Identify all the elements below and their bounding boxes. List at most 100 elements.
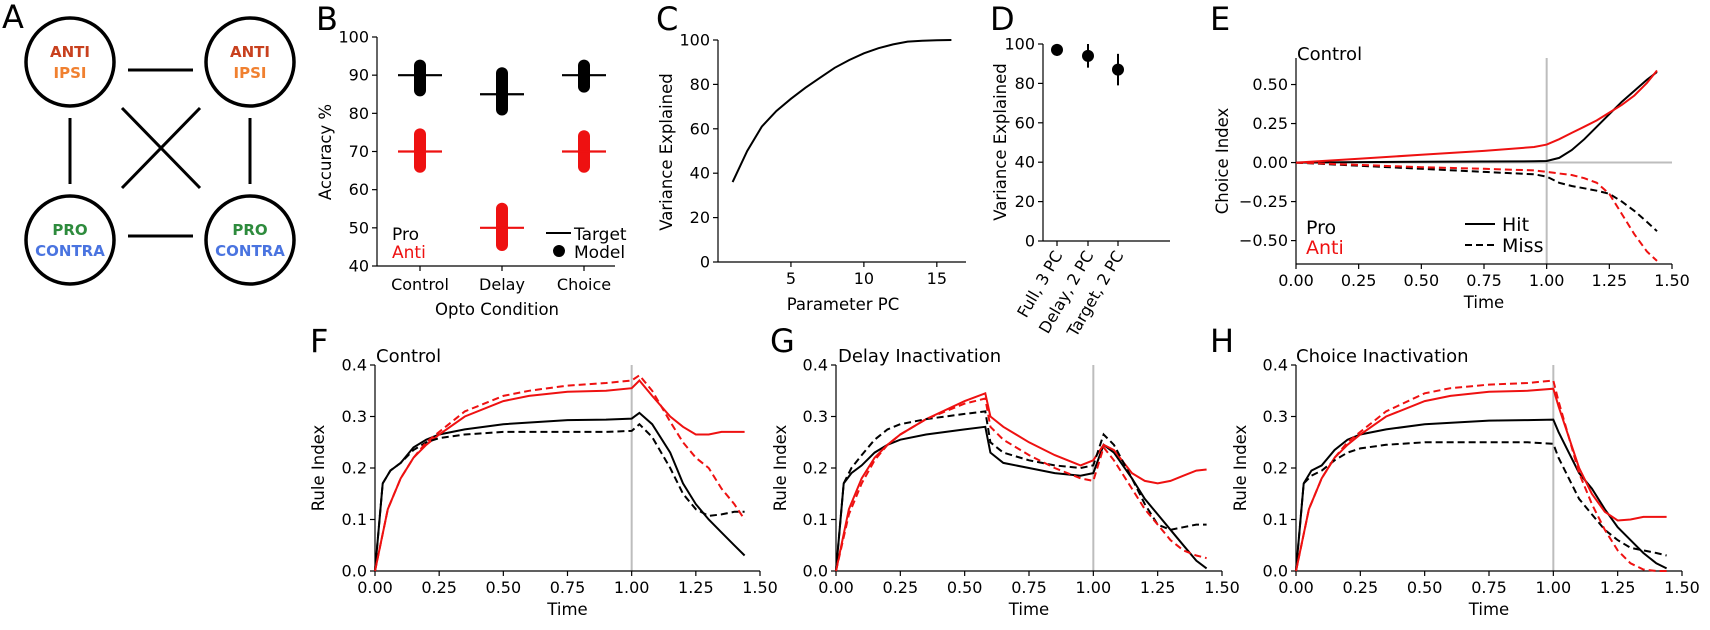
y-tick-label: 0.4 bbox=[803, 356, 828, 375]
series-line bbox=[1295, 161, 1658, 232]
y-axis-label: Variance Explained bbox=[657, 73, 676, 231]
y-tick-label: 0.3 bbox=[342, 407, 367, 426]
network-edges bbox=[68, 68, 252, 238]
y-tick-label: 0.00 bbox=[1252, 153, 1288, 172]
x-tick-label: 1.00 bbox=[1076, 578, 1112, 597]
panel-f-rule-index-control: 0.0 0.1 0.2 0.3 0.4 0.00 0.25 0.50 0.75 1.00 1.25 1… bbox=[309, 346, 778, 619]
panel-letter-f: F bbox=[310, 322, 328, 360]
node-label-top: PRO bbox=[232, 221, 267, 239]
chart-title: Delay Inactivation bbox=[838, 346, 1001, 367]
node-label-bottom: CONTRA bbox=[215, 242, 285, 260]
legend-model-marker bbox=[553, 245, 565, 257]
x-tick-label: 0.00 bbox=[1278, 271, 1314, 290]
series-line bbox=[835, 391, 1207, 572]
y-tick-label: 20 bbox=[690, 208, 710, 227]
x-tick-label: 0.50 bbox=[947, 578, 983, 597]
x-tick-label: 1.00 bbox=[1529, 271, 1565, 290]
panel-g-rule-index-delay: 0.0 0.1 0.2 0.3 0.4 0.00 0.25 0.50 0.75 1.00 1.25 1… bbox=[771, 346, 1240, 619]
network-node-bottom-right: PRO CONTRA bbox=[204, 194, 296, 286]
series-line bbox=[1295, 161, 1658, 262]
x-tick-label: 0.00 bbox=[1278, 578, 1314, 597]
x-tick-label: 0.75 bbox=[1011, 578, 1047, 597]
series-line bbox=[1295, 418, 1668, 572]
y-tick-label: 20 bbox=[1015, 192, 1035, 211]
legend-hit-label: Hit bbox=[1502, 214, 1529, 236]
network-node-bottom-left: PRO CONTRA bbox=[24, 194, 116, 286]
series-line bbox=[374, 411, 746, 572]
y-tick-label: 0.4 bbox=[342, 356, 367, 375]
y-tick-label: 100 bbox=[1004, 35, 1035, 54]
edge-diagonal-2 bbox=[120, 106, 202, 190]
network-node-top-right: ANTI IPSI bbox=[204, 16, 296, 108]
x-tick-label: 0.50 bbox=[1404, 271, 1440, 290]
y-tick-label: 40 bbox=[1015, 153, 1035, 172]
x-axis-label: Time bbox=[1468, 600, 1509, 619]
y-tick-label: 100 bbox=[338, 28, 369, 47]
y-tick-label: 60 bbox=[690, 119, 710, 138]
y-axis-label: Rule Index bbox=[771, 424, 790, 511]
y-tick-label: 0.2 bbox=[803, 459, 828, 478]
x-tick-label: 10 bbox=[854, 269, 874, 288]
y-axis-label: Rule Index bbox=[309, 424, 328, 511]
y-tick-label: 0 bbox=[1025, 232, 1035, 251]
x-tick-label: Control bbox=[391, 275, 449, 294]
node-label-bottom: CONTRA bbox=[35, 242, 105, 260]
y-axis-label: Choice Index bbox=[1213, 107, 1232, 214]
data-point bbox=[1051, 43, 1063, 56]
series-line bbox=[1295, 441, 1667, 572]
x-tick-label: 0.25 bbox=[1343, 578, 1379, 597]
y-axis-label: Variance Explained bbox=[991, 63, 1010, 221]
series-line bbox=[1295, 379, 1667, 572]
x-tick-label: 1.00 bbox=[614, 578, 650, 597]
x-tick-label: 1.25 bbox=[1592, 271, 1628, 290]
series-line bbox=[835, 397, 1207, 572]
x-axis-label: Time bbox=[546, 600, 587, 619]
y-tick-label: 80 bbox=[349, 104, 369, 123]
y-axis-label: Accuracy % bbox=[316, 104, 335, 200]
x-tick-label: 15 bbox=[927, 269, 947, 288]
y-tick-label: −0.25 bbox=[1239, 192, 1288, 211]
panel-a-network-diagram: A ANTI IPSI ANTI IPSI PRO CONTRA PRO bbox=[2, 0, 296, 286]
y-tick-label: 0.2 bbox=[1263, 459, 1288, 478]
series-line bbox=[1295, 387, 1667, 572]
chart-title: Choice Inactivation bbox=[1296, 346, 1469, 367]
x-axis-label: Parameter PC bbox=[787, 295, 900, 314]
x-tick-label: 1.00 bbox=[1536, 578, 1572, 597]
y-tick-label: 0.0 bbox=[342, 562, 367, 581]
panel-h-rule-index-choice: 0.0 0.1 0.2 0.3 0.4 0.00 0.25 0.50 0.75 1.00 1.25 1… bbox=[1231, 346, 1700, 619]
y-tick-label: 0.50 bbox=[1252, 75, 1288, 94]
legend-series-label: Anti bbox=[392, 243, 426, 263]
x-axis-label: Time bbox=[1463, 293, 1504, 312]
x-tick-label: 0.50 bbox=[486, 578, 522, 597]
panel-c-variance-plot: 0 20 40 60 80 100 5 10 15 Variance Explained Param… bbox=[657, 31, 966, 314]
panel-letter-b: B bbox=[316, 0, 338, 38]
x-tick-label: 5 bbox=[786, 269, 796, 288]
data-point bbox=[1082, 49, 1094, 62]
x-tick-label: 1.50 bbox=[1204, 578, 1240, 597]
series-line bbox=[374, 373, 746, 572]
node-label-top: ANTI bbox=[230, 43, 270, 61]
y-tick-label: −0.50 bbox=[1239, 231, 1288, 250]
legend-anti-label: Anti bbox=[1306, 237, 1344, 259]
y-tick-label: 0.1 bbox=[1263, 510, 1288, 529]
x-axis-label: Time bbox=[1008, 600, 1049, 619]
series-line bbox=[1295, 69, 1658, 164]
x-tick-label: 0.75 bbox=[550, 578, 586, 597]
x-axis-label: Opto Condition bbox=[435, 300, 559, 319]
panel-letter-c: C bbox=[656, 0, 678, 38]
series-line bbox=[374, 379, 745, 572]
panel-letter-a: A bbox=[2, 0, 24, 36]
chart-title: Control bbox=[376, 346, 441, 367]
panel-e-choice-index: −0.50 −0.25 0.00 0.25 0.50 0.00 0.25 0.50 0.75 1.… bbox=[1213, 44, 1690, 312]
chart-title: Control bbox=[1297, 44, 1362, 65]
series-line bbox=[835, 410, 1207, 572]
panel-letter-d: D bbox=[990, 0, 1015, 38]
y-tick-label: 60 bbox=[1015, 113, 1035, 132]
y-tick-label: 0.4 bbox=[1263, 356, 1288, 375]
legend-miss-label: Miss bbox=[1502, 235, 1543, 257]
variance-curve bbox=[731, 39, 952, 183]
x-tick-label: 0.25 bbox=[883, 578, 919, 597]
panel-letter-h: H bbox=[1210, 322, 1234, 360]
y-tick-label: 80 bbox=[690, 75, 710, 94]
